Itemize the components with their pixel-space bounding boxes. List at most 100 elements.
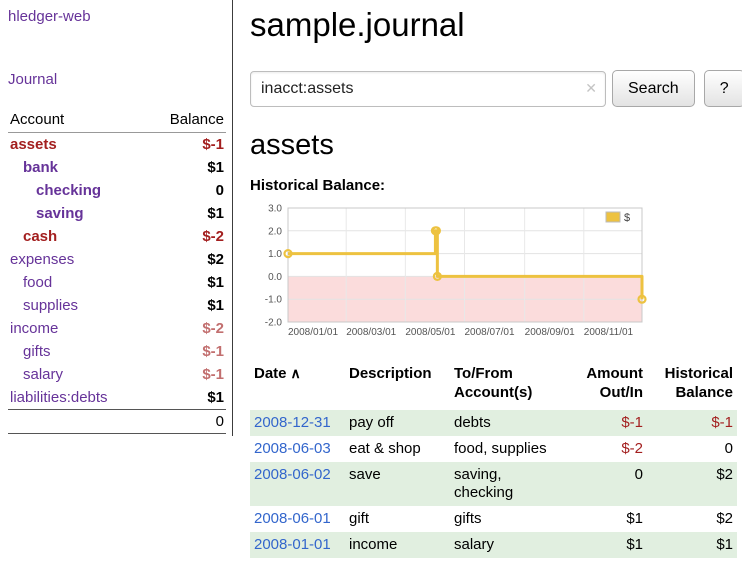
register-accounts-line: checking [454, 484, 514, 501]
svg-text:2008/03/01: 2008/03/01 [346, 327, 396, 338]
register-table: Date ∧ Description To/From Account(s) Amo… [250, 362, 737, 558]
chart-title: Historical Balance: [250, 177, 386, 194]
register-description-cell: save [349, 466, 381, 483]
sidebar-account-balance: $-1 [202, 366, 224, 383]
account-row: cash $-2 [8, 225, 226, 248]
sidebar-account-link[interactable]: expenses [10, 251, 75, 268]
register-amount-cell: $-2 [621, 440, 643, 457]
sidebar-account-balance: $-2 [202, 228, 224, 245]
sidebar-account-balance: $1 [207, 297, 224, 314]
search-input[interactable] [250, 70, 606, 107]
register-date-link[interactable]: 2008-06-03 [254, 440, 331, 457]
help-button[interactable]: ? [703, 70, 742, 107]
account-heading: assets [250, 129, 334, 161]
app-title-link[interactable]: hledger-web [8, 8, 91, 25]
chart-svg: $3.0 2.0 1.0 0.0 -1.0 -2.0 2008/01/01 2008/03/0… [265, 204, 647, 338]
account-row: saving $1 [8, 202, 226, 225]
data-point-marker [283, 248, 293, 259]
register-header-amount: Amount Out/In [580, 362, 647, 410]
account-name-cell: checking [8, 179, 147, 202]
sidebar-account-link[interactable]: gifts [23, 343, 51, 360]
search-button[interactable]: Search [612, 70, 695, 107]
sidebar-account-link[interactable]: assets [10, 136, 57, 153]
register-description-cell: eat & shop [349, 440, 421, 457]
account-row: expenses $2 [8, 248, 226, 271]
register-accounts-line: saving, [454, 466, 502, 483]
register-date-cell: 2008-06-03 [250, 436, 345, 462]
sidebar-account-balance: $1 [207, 205, 224, 222]
account-name-cell: supplies [8, 294, 147, 317]
register-accounts-cell: gifts [450, 506, 580, 532]
accounts-header-row: Account Balance [8, 108, 226, 133]
amount-header-line2: Out/In [599, 384, 643, 401]
register-date-link[interactable]: 2008-12-31 [254, 414, 331, 431]
accounts-header-line2: Account(s) [454, 384, 533, 401]
account-name-cell: assets [8, 133, 147, 157]
account-row: assets $-1 [8, 133, 226, 157]
register-balance-cell: $2 [716, 466, 733, 483]
historical-balance-chart: $3.0 2.0 1.0 0.0 -1.0 -2.0 2008/01/01 2008/03/0… [250, 200, 650, 348]
sidebar-account-link[interactable]: bank [23, 159, 59, 176]
register-description-cell: income [349, 536, 398, 553]
balance-header-line2: Balance [675, 384, 733, 401]
accounts-total-value: 0 [146, 409, 226, 434]
svg-text:2008/11/01: 2008/11/01 [584, 327, 634, 338]
account-name-cell: saving [8, 202, 147, 225]
account-name-cell: expenses [8, 248, 147, 271]
register-amount-cell: $1 [626, 536, 643, 553]
register-header-date[interactable]: Date ∧ [250, 362, 345, 410]
sidebar-account-balance: $-1 [202, 343, 224, 360]
svg-text:-1.0: -1.0 [265, 295, 283, 306]
sidebar-account-link[interactable]: saving [36, 205, 84, 222]
accounts-header-account: Account [8, 108, 147, 133]
sidebar-journal-link[interactable]: Journal [8, 71, 58, 88]
register-date-cell: 2008-01-01 [250, 532, 345, 558]
accounts-header-balance: Balance [146, 108, 226, 133]
account-name-cell: gifts [8, 340, 147, 363]
register-accounts-cell: saving, checking [450, 462, 580, 506]
sidebar-account-link[interactable]: income [10, 320, 59, 337]
clear-search-icon[interactable]: ✕ [585, 79, 597, 96]
sidebar-account-link[interactable]: food [23, 274, 53, 291]
sidebar-account-balance: $-1 [202, 136, 224, 153]
svg-text:1.0: 1.0 [268, 249, 282, 260]
register-header-row: Date ∧ Description To/From Account(s) Amo… [250, 362, 737, 410]
register-row: 2008-12-31 pay off debts $-1 $-1 [250, 410, 737, 436]
sidebar-account-link[interactable]: cash [23, 228, 58, 245]
register-amount-cell: $-1 [621, 414, 643, 431]
svg-text:-2.0: -2.0 [265, 318, 283, 329]
app-root: hledger-web Journal Account Balance asse… [8, 0, 742, 558]
account-row: checking 0 [8, 179, 226, 202]
sidebar-account-link[interactable]: supplies [23, 297, 79, 314]
svg-text:2008/09/01: 2008/09/01 [525, 327, 575, 338]
register-accounts-cell: salary [450, 532, 580, 558]
account-name-cell: cash [8, 225, 147, 248]
legend-swatch [605, 211, 621, 223]
sort-ascending-icon: ∧ [290, 365, 301, 381]
balance-header-line1: Historical [664, 365, 733, 382]
svg-text:2.0: 2.0 [268, 226, 282, 237]
register-date-link[interactable]: 2008-06-02 [254, 466, 331, 483]
account-row: food $1 [8, 271, 226, 294]
register-row: 2008-06-02 save saving, checking 0 $2 [250, 462, 737, 506]
register-date-link[interactable]: 2008-06-01 [254, 510, 331, 527]
account-name-cell: food [8, 271, 147, 294]
svg-text:2008/01/01: 2008/01/01 [288, 327, 338, 338]
sidebar-account-balance: $1 [207, 159, 224, 176]
register-date-link[interactable]: 2008-01-01 [254, 536, 331, 553]
register-date-cell: 2008-06-02 [250, 462, 345, 506]
sidebar-account-link[interactable]: liabilities:debts [10, 389, 108, 406]
account-row: salary $-1 [8, 363, 226, 386]
main-content: sample.journal ✕ Search ? assets Histori… [233, 0, 742, 558]
register-description-cell: pay off [349, 414, 394, 431]
register-header-balance: Historical Balance [647, 362, 737, 410]
data-point-marker [432, 271, 442, 282]
sidebar-account-balance: $1 [207, 274, 224, 291]
account-row: gifts $-1 [8, 340, 226, 363]
sidebar-account-link[interactable]: salary [23, 366, 64, 383]
legend-label: $ [624, 212, 630, 224]
account-name-cell: salary [8, 363, 147, 386]
sidebar-account-link[interactable]: checking [36, 182, 102, 199]
register-header-description: Description [345, 362, 450, 410]
register-amount-cell: $1 [626, 510, 643, 527]
